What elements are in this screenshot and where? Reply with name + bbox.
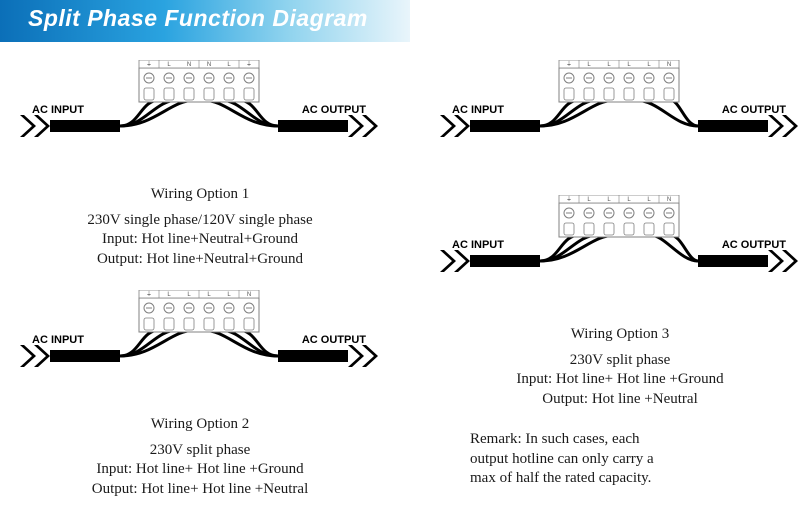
wiring-option-2-diagram: ⏚LL LLN AC INPUT AC OUTPUT	[20, 290, 380, 420]
svg-text:N: N	[207, 62, 211, 68]
remark-text: Remark: In such cases, each output hotli…	[470, 430, 770, 489]
wiring-option-3b-diagram: ⏚LL LLN AC INPUT AC OUTPUT	[440, 195, 800, 310]
ac-output-label: AC OUTPUT	[722, 239, 786, 251]
page-title: Split Phase Function Diagram	[28, 5, 368, 32]
ac-output-label: AC OUTPUT	[722, 104, 786, 116]
option3-title: Wiring Option 3	[440, 325, 800, 345]
option3-line1: 230V split phase	[440, 351, 800, 371]
ac-input-label: AC INPUT	[32, 334, 84, 346]
option2-line1: 230V split phase	[20, 441, 380, 461]
ac-output-label: AC OUTPUT	[302, 334, 366, 346]
option2-line3: Output: Hot line+ Hot line +Neutral	[20, 480, 380, 500]
svg-text:⏚: ⏚	[146, 61, 152, 68]
svg-text:N: N	[667, 62, 671, 68]
option2-line2: Input: Hot line+ Hot line +Ground	[20, 460, 380, 480]
wiring-option-1-diagram: ⏚LN NL⏚ AC INPUT AC OUTPUT	[20, 60, 380, 190]
ac-input-label: AC INPUT	[452, 104, 504, 116]
remark-line2: output hotline can only carry a	[470, 450, 770, 470]
ac-input-label: AC INPUT	[32, 104, 84, 116]
remark-line3: max of half the rated capacity.	[470, 469, 770, 489]
option3-line2: Input: Hot line+ Hot line +Ground	[440, 370, 800, 390]
svg-text:⏚: ⏚	[246, 61, 252, 68]
option1-line2: Input: Hot line+Neutral+Ground	[20, 230, 380, 250]
svg-text:⏚: ⏚	[566, 61, 572, 68]
ac-input-label: AC INPUT	[452, 239, 504, 251]
title-banner: Split Phase Function Diagram	[0, 0, 800, 42]
svg-text:⏚: ⏚	[566, 196, 572, 203]
option1-line1: 230V single phase/120V single phase	[20, 211, 380, 231]
option1-title: Wiring Option 1	[20, 185, 380, 205]
svg-text:⏚: ⏚	[146, 291, 152, 298]
option1-caption: Wiring Option 1 230V single phase/120V s…	[20, 185, 380, 269]
ac-output-label: AC OUTPUT	[302, 104, 366, 116]
remark-line1: Remark: In such cases, each	[470, 430, 770, 450]
option3-line3: Output: Hot line +Neutral	[440, 390, 800, 410]
svg-text:N: N	[187, 62, 191, 68]
svg-text:N: N	[667, 197, 671, 203]
option2-caption: Wiring Option 2 230V split phase Input: …	[20, 415, 380, 499]
option1-line3: Output: Hot line+Neutral+Ground	[20, 250, 380, 270]
wiring-option-3a-diagram: ⏚LL LLN AC INPUT AC OUTPUT	[440, 60, 800, 175]
option2-title: Wiring Option 2	[20, 415, 380, 435]
option3-caption: Wiring Option 3 230V split phase Input: …	[440, 325, 800, 409]
svg-text:N: N	[247, 292, 251, 298]
